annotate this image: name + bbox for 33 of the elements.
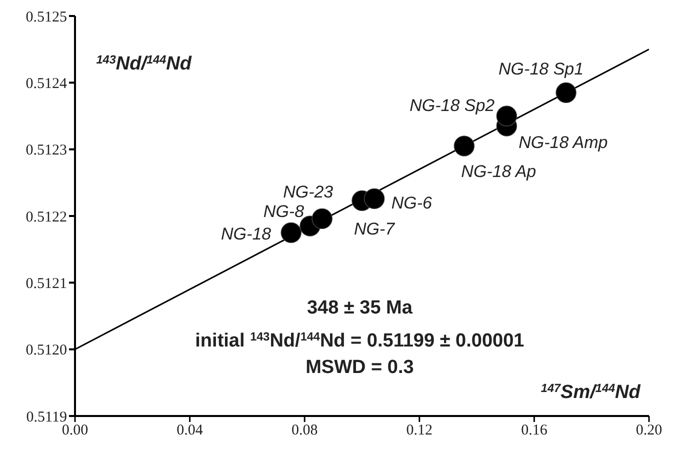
point <box>312 208 332 230</box>
annotation: NG-8 <box>263 202 305 221</box>
annotation: MSWD = 0.3 <box>306 357 414 378</box>
x-tick-label: 0.12 <box>406 422 433 439</box>
annotation: NG-18 Sp1 <box>498 60 584 79</box>
annotation: initial $^{143}$Nd/$^{144}$Nd = 0.51199 ± 0.00001 <box>195 330 525 352</box>
y-tick-label: 0.5122 <box>26 209 67 226</box>
x-tick-label: 0.04 <box>176 422 204 439</box>
point <box>496 106 518 126</box>
point <box>454 136 475 156</box>
y-tick-label: 0.5121 <box>26 276 67 292</box>
y-tick-label: 0.5119 <box>26 409 67 426</box>
x-axis-title: $^{147}$Sm/$^{144}$Nd <box>540 382 641 403</box>
y-tick-label: 0.5123 <box>26 142 67 159</box>
x-tick-label: 0.16 <box>521 422 548 439</box>
annotation: NG-18 Sp2 <box>410 96 496 115</box>
annotation: NG-18 Ap <box>461 162 536 181</box>
point <box>280 222 302 244</box>
annotation: NG-7 <box>354 220 396 239</box>
annotation: NG-18 <box>221 224 272 244</box>
point <box>556 82 576 104</box>
x-tick-label: 0.08 <box>291 422 318 439</box>
annotation: 348 ± 35 Ma <box>306 298 413 319</box>
x-tick-label: 0.20 <box>636 422 662 439</box>
y-tick-label: 0.5125 <box>26 9 67 26</box>
y-tick-label: 0.5124 <box>26 76 68 92</box>
annotation: NG-23 <box>283 182 334 202</box>
x-tick-label: 0.00 <box>62 422 88 439</box>
annotation: NG-18 Amp <box>518 133 608 152</box>
y-tick-label: 0.5120 <box>26 342 67 359</box>
annotation: NG-6 <box>391 194 432 213</box>
point <box>364 188 385 210</box>
y-axis-title: $^{143}$Nd/$^{144}$Nd <box>96 53 192 75</box>
